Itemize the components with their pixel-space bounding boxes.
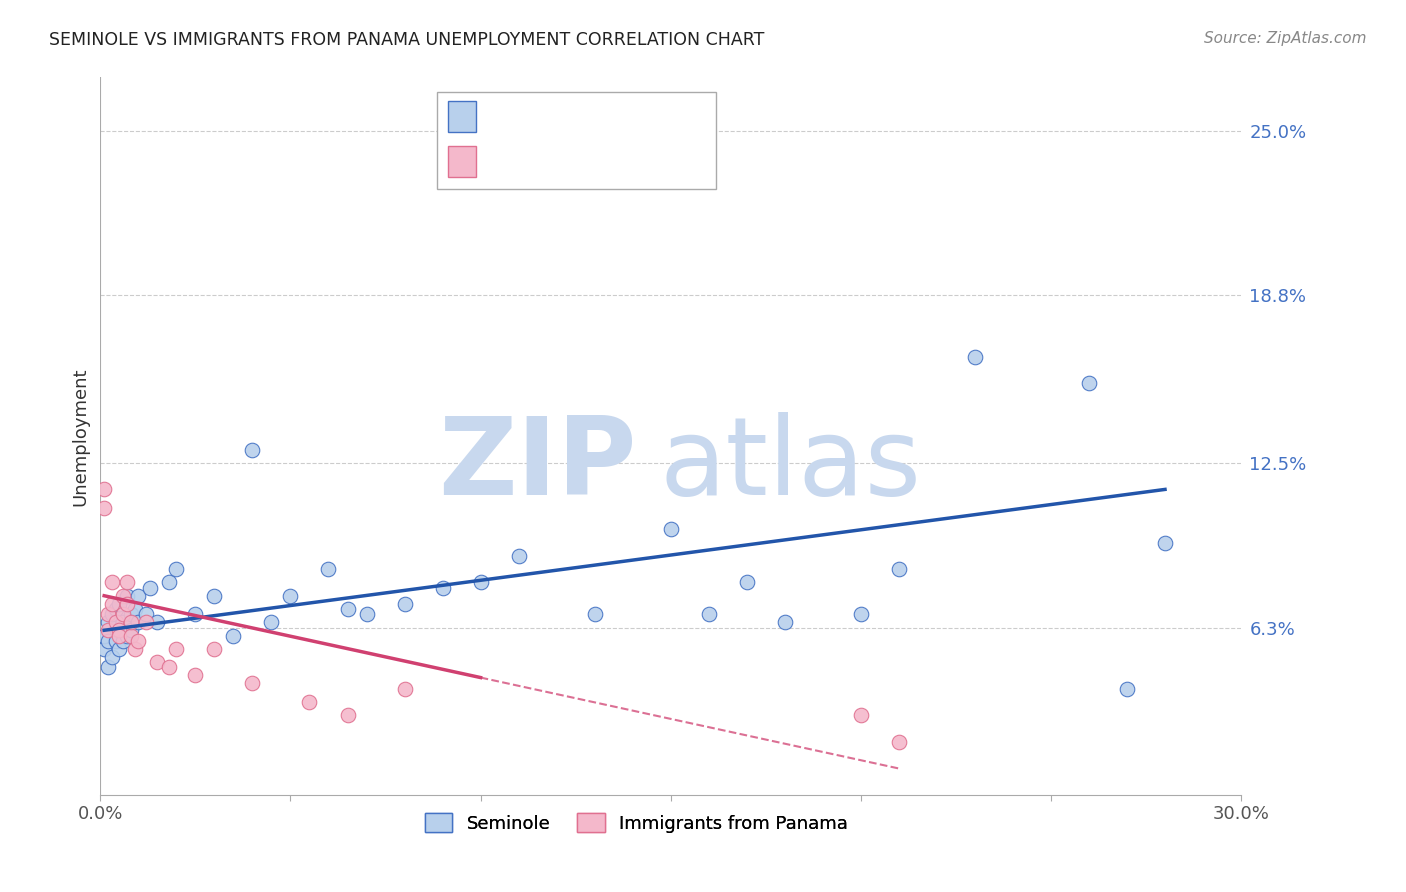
Point [260,615,283,630]
Point [165,562,187,576]
Point [336,602,359,616]
Point [280,589,302,603]
Point [298,695,321,709]
Point [104,615,127,630]
Point [115,589,138,603]
Point [115,575,138,590]
Point [93,641,115,656]
Point [108,624,131,638]
Point [165,641,187,656]
Point [242,676,264,690]
Point [204,641,226,656]
Text: ZIP: ZIP [439,412,637,518]
Point [112,589,135,603]
Point [773,615,796,630]
Point [97,615,120,630]
Point [112,607,135,622]
Point [112,634,135,648]
Point [222,629,245,643]
Point [887,735,910,749]
Point [1078,376,1101,390]
Point [120,629,142,643]
Point [157,660,180,674]
Point [120,607,142,622]
Point [394,681,416,696]
Point [115,629,138,643]
Point [1154,535,1177,549]
Point [963,350,986,364]
Point [127,615,149,630]
Point [127,634,149,648]
Point [849,708,872,723]
Point [242,442,264,457]
Point [100,607,122,622]
Point [124,602,146,616]
Point [97,660,120,674]
Point [127,589,149,603]
Point [112,615,135,630]
Point [356,607,378,622]
Point [100,597,122,611]
Point [583,607,606,622]
Point [146,615,169,630]
Point [93,629,115,643]
Point [1116,681,1139,696]
Y-axis label: Unemployment: Unemployment [72,367,89,506]
Point [139,581,162,595]
Point [735,575,758,590]
Point [108,629,131,643]
Point [849,607,872,622]
Point [93,483,115,497]
Point [508,549,530,563]
Point [120,624,142,638]
Point [394,597,416,611]
Point [108,624,131,638]
Point [697,607,720,622]
Point [97,624,120,638]
Text: SEMINOLE VS IMMIGRANTS FROM PANAMA UNEMPLOYMENT CORRELATION CHART: SEMINOLE VS IMMIGRANTS FROM PANAMA UNEMP… [49,31,765,49]
Point [100,575,122,590]
Point [470,575,492,590]
Point [204,589,226,603]
Point [336,708,359,723]
Point [120,615,142,630]
Point [108,641,131,656]
Point [887,562,910,576]
Point [108,597,131,611]
Point [659,522,682,536]
Point [184,668,207,682]
Point [115,597,138,611]
Point [432,581,454,595]
Point [104,634,127,648]
Point [135,607,157,622]
Text: Source: ZipAtlas.com: Source: ZipAtlas.com [1204,31,1367,46]
Point [97,634,120,648]
Text: atlas: atlas [659,412,921,518]
Point [146,655,169,669]
Point [124,641,146,656]
Point [100,649,122,664]
Legend: Seminole, Immigrants from Panama: Seminole, Immigrants from Panama [418,806,855,840]
Point [184,607,207,622]
Point [104,602,127,616]
Point [135,615,157,630]
Point [318,562,340,576]
Point [157,575,180,590]
Point [93,501,115,516]
Point [97,607,120,622]
